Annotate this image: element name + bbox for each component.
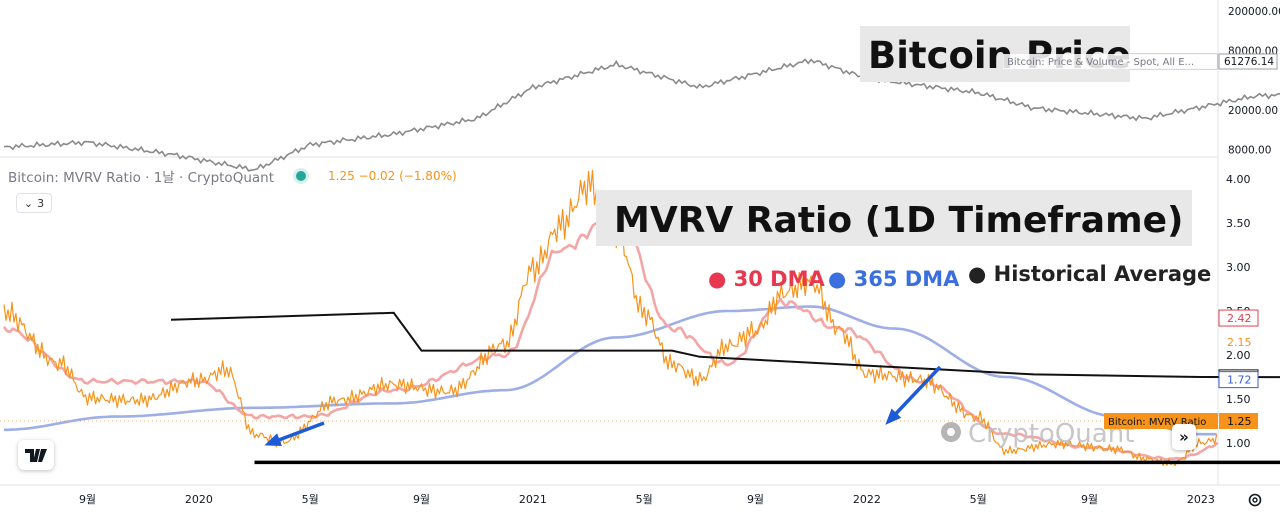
price-last-box [1218, 53, 1278, 70]
price-last-value: 61276.14 [1224, 56, 1274, 68]
mvrv-tick-label: 3.50 [1226, 217, 1251, 230]
time-tick-label: 2022 [853, 493, 881, 506]
tradingview-logo-icon[interactable] [18, 440, 54, 470]
indicator-count: 3 [37, 196, 45, 210]
chevron-double-right-icon: » [1179, 428, 1189, 446]
legend-historical-average: ● Historical Average [968, 262, 1211, 286]
mvrv-tick-label: 1.50 [1226, 393, 1251, 406]
arrow-right-bottom [885, 365, 942, 425]
mvrv-tick-label: 2.00 [1226, 349, 1251, 362]
historical-average-line [170, 311, 1280, 379]
price-tick-label: 20000.00 [1228, 105, 1278, 117]
mvrv-title: MVRV Ratio (1D Timeframe) [614, 200, 1183, 241]
tag-dma30-box [1218, 309, 1259, 327]
tag-mvrv-last: 1.25 [1227, 415, 1252, 428]
price-series-label-front: Bitcoin: Price & Volume - Spot, All E... [1007, 57, 1194, 68]
time-tick-label: 2020 [185, 493, 213, 506]
tag-mvrv-high: 2.15 [1227, 336, 1252, 349]
time-tick-label: 9월 [79, 493, 96, 506]
watermark-logo-inner [947, 428, 955, 436]
arrow-head [885, 408, 902, 425]
mvrv-title-bg [596, 190, 1192, 246]
dma365-line [4, 305, 1217, 436]
price-tick-label: 8000.00 [1228, 145, 1271, 157]
legend-365-dma: ● 365 DMA [828, 267, 960, 291]
gear-icon [1248, 493, 1262, 507]
time-axis-ticks: 9월20205월9월20215월9월20225월9월20235월9월2024 [79, 493, 1215, 506]
series-title: Bitcoin: MVRV Ratio · 1날 · CryptoQuant [8, 170, 274, 186]
time-tick-label: 2021 [519, 493, 547, 506]
time-tick-label: 5월 [302, 493, 319, 506]
series-legend: Bitcoin: MVRV Ratio · 1날 · CryptoQuant 1… [8, 166, 457, 186]
time-tick-label: 9월 [747, 493, 764, 506]
dma-legend: ● 30 DMA ● 365 DMA ● Historical Average [708, 262, 1211, 291]
tag-mvrv-last-box [1219, 413, 1258, 429]
series-values: 1.25 −0.02 (−1.80%) [328, 169, 457, 183]
time-tick-label: 5월 [636, 493, 653, 506]
legend-30-dma: ● 30 DMA [708, 267, 825, 291]
scroll-to-realtime-button[interactable]: » [1172, 424, 1196, 450]
mvrv-tick-label: 1.00 [1226, 437, 1251, 450]
chevron-down-icon: ⌄ [23, 196, 34, 210]
mvrv-tick-label: 3.00 [1226, 261, 1251, 274]
tv-mark [25, 448, 47, 462]
time-tick-label: 5월 [970, 493, 987, 506]
tag-mvrv-high-box [1218, 333, 1259, 351]
mvrv-axis-ticks: 4.003.503.002.502.001.501.00 [1226, 173, 1251, 450]
time-tick-label: 2023 [1187, 493, 1215, 506]
tag-dma365-box [1218, 371, 1259, 389]
tag-dma30: 2.42 [1227, 312, 1252, 325]
status-dot-icon [296, 171, 306, 181]
tag-mvrv-label: Bitcoin: MVRV Ratio [1108, 417, 1206, 428]
time-tick-label: 9월 [1081, 493, 1098, 506]
bitcoin-price-line [3, 58, 1280, 172]
price-label-overlay [1003, 54, 1217, 69]
tag-dma365: 1.72 [1227, 374, 1252, 387]
arrow-left-bottom [264, 421, 325, 446]
mvrv-tick-label: 4.00 [1226, 173, 1251, 186]
time-tick-label: 9월 [413, 493, 430, 506]
collapse-indicators-button[interactable]: ⌄ 3 [16, 193, 52, 213]
price-tick-label: 200000.00 [1228, 6, 1280, 18]
mvrv-title-box: MVRV Ratio (1D Timeframe) [596, 190, 1192, 246]
arrow-head [264, 433, 282, 446]
arrow-shaft [886, 365, 942, 424]
settings-button[interactable] [1246, 491, 1264, 509]
